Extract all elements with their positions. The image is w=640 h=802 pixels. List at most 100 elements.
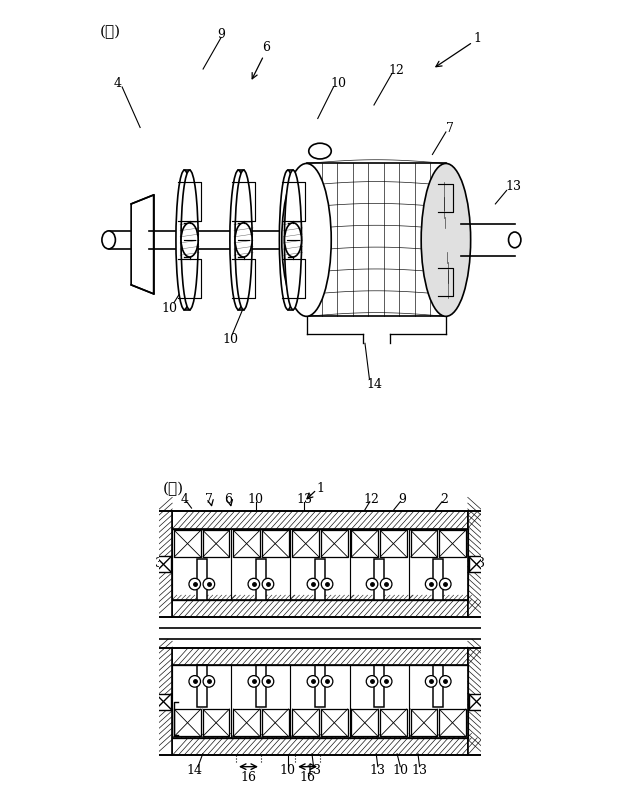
Circle shape [203,676,214,687]
Circle shape [380,578,392,590]
Circle shape [307,676,319,687]
Circle shape [307,578,319,590]
Text: (イ): (イ) [163,481,184,496]
Bar [433,559,443,600]
Bar [203,709,229,736]
Ellipse shape [230,171,247,310]
Ellipse shape [509,233,521,249]
Text: 13: 13 [506,180,522,193]
Text: 13: 13 [296,492,312,505]
Bar [292,709,319,736]
Circle shape [262,676,274,687]
Bar [374,666,384,707]
Circle shape [321,676,333,687]
Text: 14: 14 [366,378,382,391]
Text: 16: 16 [300,770,316,783]
Bar [380,709,407,736]
Circle shape [366,676,378,687]
Bar [321,531,348,557]
Bar [315,666,325,707]
Text: 6: 6 [262,41,270,54]
Text: 1: 1 [316,481,324,494]
Bar [172,738,468,755]
Bar [262,709,289,736]
Ellipse shape [421,164,470,317]
Ellipse shape [235,224,252,257]
Ellipse shape [181,224,198,257]
Circle shape [189,578,200,590]
Bar [155,512,172,618]
Text: 10: 10 [161,302,177,314]
Polygon shape [131,196,154,294]
Bar [468,512,485,618]
Bar [197,666,207,707]
Ellipse shape [284,224,301,257]
Bar [152,629,488,638]
Bar [156,694,172,710]
Ellipse shape [282,164,332,317]
Text: 10: 10 [248,492,264,505]
Text: 12: 12 [388,63,404,76]
Circle shape [203,578,214,590]
Bar [439,531,466,557]
Circle shape [380,676,392,687]
Ellipse shape [308,144,332,160]
Text: 3: 3 [156,557,163,569]
Bar [380,531,407,557]
Bar [155,648,172,755]
Bar [174,709,201,736]
Bar [155,512,485,618]
Circle shape [440,676,451,687]
Text: 7: 7 [447,122,454,135]
Text: 4: 4 [114,77,122,90]
Text: 9: 9 [217,27,225,40]
Text: 16: 16 [241,770,257,783]
Bar [292,531,319,557]
Text: 3: 3 [477,557,484,569]
Bar [233,531,260,557]
Bar [156,557,172,573]
Bar [256,666,266,707]
Bar [172,600,468,618]
Ellipse shape [284,171,301,310]
Ellipse shape [176,171,193,310]
Bar [197,559,207,600]
Text: 9: 9 [398,492,406,505]
Bar [233,709,260,736]
Bar [203,531,229,557]
Text: 10: 10 [222,333,238,346]
Text: 10: 10 [392,764,408,776]
Circle shape [321,578,333,590]
Text: 6: 6 [225,492,232,505]
Circle shape [366,578,378,590]
Circle shape [248,578,260,590]
Bar [155,648,485,755]
Bar [411,709,437,736]
Text: 2: 2 [440,492,447,505]
Text: 10: 10 [330,77,346,90]
Circle shape [426,578,437,590]
Text: 12: 12 [364,492,380,505]
Circle shape [426,676,437,687]
Ellipse shape [279,171,296,310]
Bar [411,531,437,557]
Text: 13: 13 [370,764,386,776]
Circle shape [248,676,260,687]
Circle shape [262,578,274,590]
Bar [315,559,325,600]
Bar [172,512,468,529]
Bar [468,557,484,573]
Text: (ア): (ア) [100,25,121,39]
Bar [433,666,443,707]
Text: 13: 13 [412,764,428,776]
Bar [256,559,266,600]
Bar [174,531,201,557]
Text: 4: 4 [181,492,189,505]
Bar [468,648,485,755]
Text: 13: 13 [305,764,321,776]
Text: 10: 10 [280,764,296,776]
Ellipse shape [102,232,115,249]
Text: 14: 14 [187,764,203,776]
Circle shape [189,676,200,687]
Bar [321,709,348,736]
